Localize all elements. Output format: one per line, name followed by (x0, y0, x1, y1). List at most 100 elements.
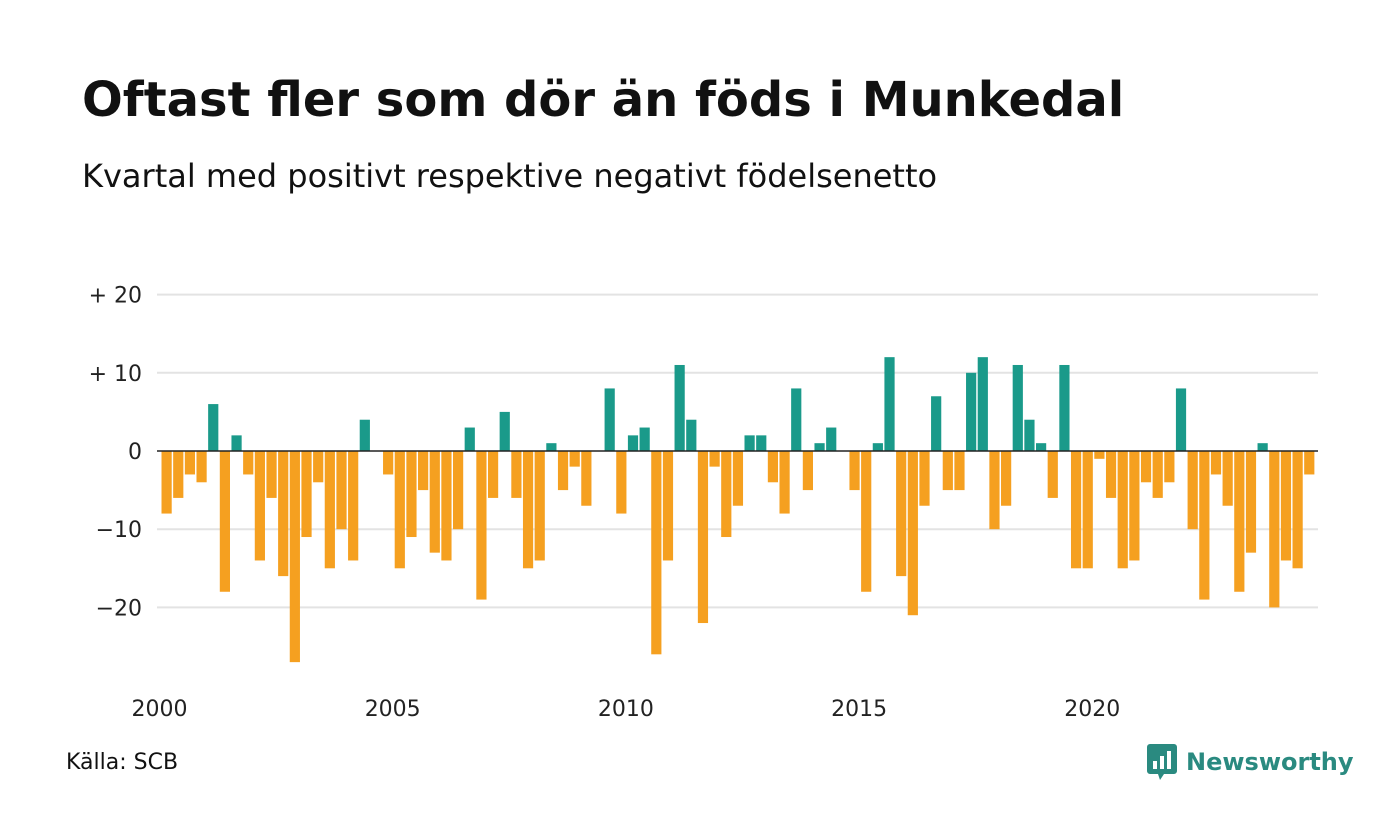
bar (1222, 451, 1233, 506)
bar (814, 443, 825, 451)
y-tick-label: + 10 (89, 362, 142, 387)
bar (756, 435, 767, 451)
bar (977, 357, 988, 451)
bar (1024, 419, 1035, 451)
bar (1129, 451, 1140, 561)
bar (196, 451, 207, 483)
bar (569, 451, 580, 467)
brand-logo[interactable]: Newsworthy (1147, 744, 1354, 780)
bar (802, 451, 813, 491)
x-tick-label: 2015 (831, 697, 887, 722)
bar (779, 451, 790, 514)
bar (942, 451, 953, 491)
bar (557, 451, 569, 491)
bar (861, 451, 872, 592)
bar (278, 451, 289, 577)
bar (709, 451, 720, 467)
bar (453, 451, 464, 530)
bar (1234, 451, 1245, 592)
bar (1012, 364, 1023, 451)
bar (534, 451, 545, 561)
bar (662, 451, 674, 561)
bar (931, 396, 942, 451)
newsworthy-logo-icon (1147, 744, 1177, 780)
bar (1059, 364, 1070, 451)
bar (383, 451, 394, 475)
bar (313, 451, 324, 483)
x-tick-label: 2010 (598, 697, 654, 722)
bar (1292, 451, 1303, 569)
bar (907, 451, 918, 616)
bars (161, 357, 1315, 663)
bar (884, 357, 895, 451)
bar (686, 419, 697, 451)
bar (849, 451, 860, 491)
bar (1304, 451, 1315, 475)
bar (1269, 451, 1280, 608)
bar (1187, 451, 1198, 530)
bar (289, 451, 300, 663)
bar (826, 427, 837, 451)
bar (1164, 451, 1175, 483)
bar (359, 419, 370, 451)
bar (324, 451, 335, 569)
y-tick-label: 0 (128, 440, 142, 465)
bar (896, 451, 907, 577)
bar (674, 364, 685, 451)
bar (336, 451, 347, 530)
bar (1105, 451, 1117, 498)
chart-title: Oftast fler som dör än föds i Munkedal (82, 72, 1125, 128)
bar (1047, 451, 1058, 498)
bar (744, 435, 755, 451)
bar (348, 451, 359, 561)
bar (522, 451, 534, 569)
bar (511, 451, 522, 498)
bar (721, 451, 732, 538)
bar (464, 427, 475, 451)
x-tick-label: 2005 (365, 697, 421, 722)
bar (184, 451, 196, 475)
bar (604, 388, 615, 451)
bar (989, 451, 1000, 530)
bar (1036, 443, 1047, 451)
bar (173, 451, 184, 498)
brand-name: Newsworthy (1186, 748, 1354, 776)
bar (231, 435, 242, 451)
bar (254, 451, 265, 561)
bar (476, 451, 487, 600)
bar (581, 451, 592, 506)
x-tick-label: 2000 (132, 697, 188, 722)
y-tick-label: + 20 (89, 284, 142, 309)
y-axis-ticks: + 20 + 10 0 −10 −20 (89, 284, 142, 622)
bar (1245, 451, 1257, 553)
bar (301, 451, 312, 538)
bar (266, 451, 277, 498)
source-label: Källa: SCB (66, 750, 179, 775)
chart-subtitle: Kvartal med positivt respektive negativt… (82, 157, 938, 195)
x-tick-label: 2020 (1064, 697, 1120, 722)
bar (441, 451, 452, 561)
bar (1199, 451, 1210, 600)
bar (919, 451, 930, 506)
bar (1175, 388, 1187, 451)
bar (394, 451, 405, 569)
bar (243, 451, 254, 475)
bar (1152, 451, 1163, 498)
x-axis-ticks: 2000 2005 2010 2015 2020 (132, 697, 1121, 722)
bar (1001, 451, 1012, 506)
bar (651, 451, 662, 655)
bar (499, 411, 510, 451)
bar (406, 451, 417, 538)
bar (1082, 451, 1093, 569)
bar (1070, 451, 1082, 569)
bar (1094, 451, 1105, 459)
bar (429, 451, 440, 553)
y-tick-label: −20 (96, 596, 142, 621)
bar (418, 451, 429, 491)
bar (1210, 451, 1222, 475)
bar (627, 435, 639, 451)
bar (208, 404, 219, 451)
bar (219, 451, 230, 592)
bar (616, 451, 627, 514)
bar (732, 451, 744, 506)
